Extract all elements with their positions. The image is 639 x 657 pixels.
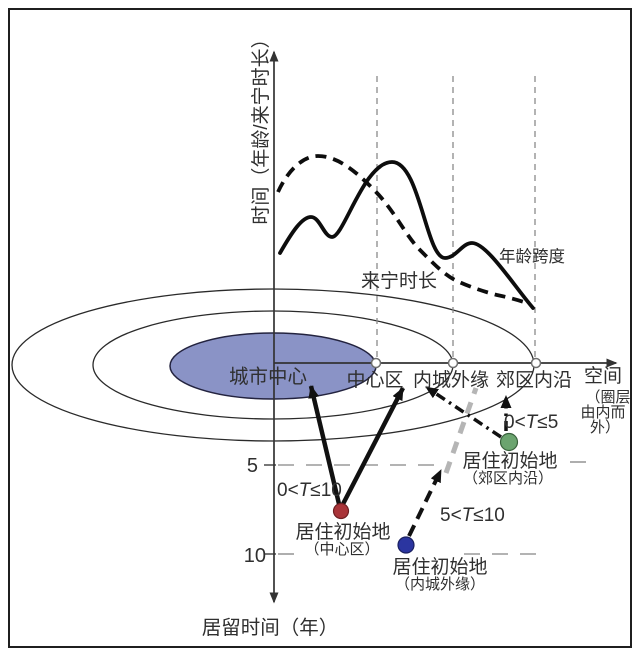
blue-range-t: T	[462, 505, 475, 526]
age-span-curve-label: 年龄跨度	[499, 247, 565, 266]
node-innercity-edge	[447, 357, 459, 369]
dot-origin-center-district	[332, 502, 350, 520]
dot-origin-innercity-edge	[397, 536, 415, 554]
zone-label-suburb-edge: 郊区内沿	[496, 369, 572, 391]
zone-label-center-district: 中心区	[346, 369, 403, 391]
green-range-pre: 0<	[504, 412, 526, 433]
dot-origin-suburb-edge	[499, 432, 519, 452]
arrow-red-to-centerdistrict	[341, 386, 405, 506]
red-range-pre: 0<	[277, 480, 299, 501]
zone-label-innercity-edge: 内城外缘	[413, 369, 489, 391]
arrow-red-to-citycenter	[308, 385, 342, 505]
age-span-curve	[278, 160, 535, 310]
duration-curve	[276, 154, 528, 305]
green-range-t: T	[526, 412, 539, 433]
arrow-green-to-innercity	[425, 385, 502, 439]
space-axis-sub-2: 由内而	[580, 404, 625, 421]
duration-curve-label: 来宁时长	[361, 270, 437, 292]
green-point-label: 居住初始地	[462, 450, 557, 472]
green-point-zone: （郊区内沿）	[463, 470, 553, 487]
node-suburb-edge	[530, 357, 542, 369]
node-center-district	[370, 357, 382, 369]
space-axis-sub-3: 外）	[590, 419, 620, 436]
blue-range-post: ≤10	[473, 505, 505, 526]
red-range-post: ≤10	[310, 480, 342, 501]
figure-frame	[8, 8, 632, 648]
red-point-zone: （中心区）	[304, 541, 379, 558]
red-point-range: 0<T≤10	[277, 480, 342, 501]
tick-5-label: 5	[247, 455, 258, 477]
blue-point-zone: （内城外缘）	[395, 576, 485, 593]
green-point-range: 0<T≤5	[504, 412, 558, 433]
red-point-label: 居住初始地	[295, 521, 390, 543]
arrow-gray-continuation	[443, 387, 479, 474]
residence-time-axis-label: 居留时间（年）	[202, 617, 339, 639]
blue-point-label: 居住初始地	[392, 556, 487, 578]
space-axis-label: 空间	[584, 365, 622, 387]
arrow-blue-dashed	[407, 469, 443, 537]
red-range-t: T	[299, 480, 312, 501]
city-center-label: 城市中心	[229, 366, 307, 388]
blue-range-pre: 5<	[440, 505, 462, 526]
blue-point-range: 5<T≤10	[440, 505, 505, 526]
tick-10-label: 10	[244, 545, 266, 567]
time-axis-label: 时间（年龄/来宁时长）	[250, 29, 272, 224]
green-range-post: ≤5	[537, 412, 558, 433]
space-axis-sub-1: （圈层	[585, 389, 630, 406]
